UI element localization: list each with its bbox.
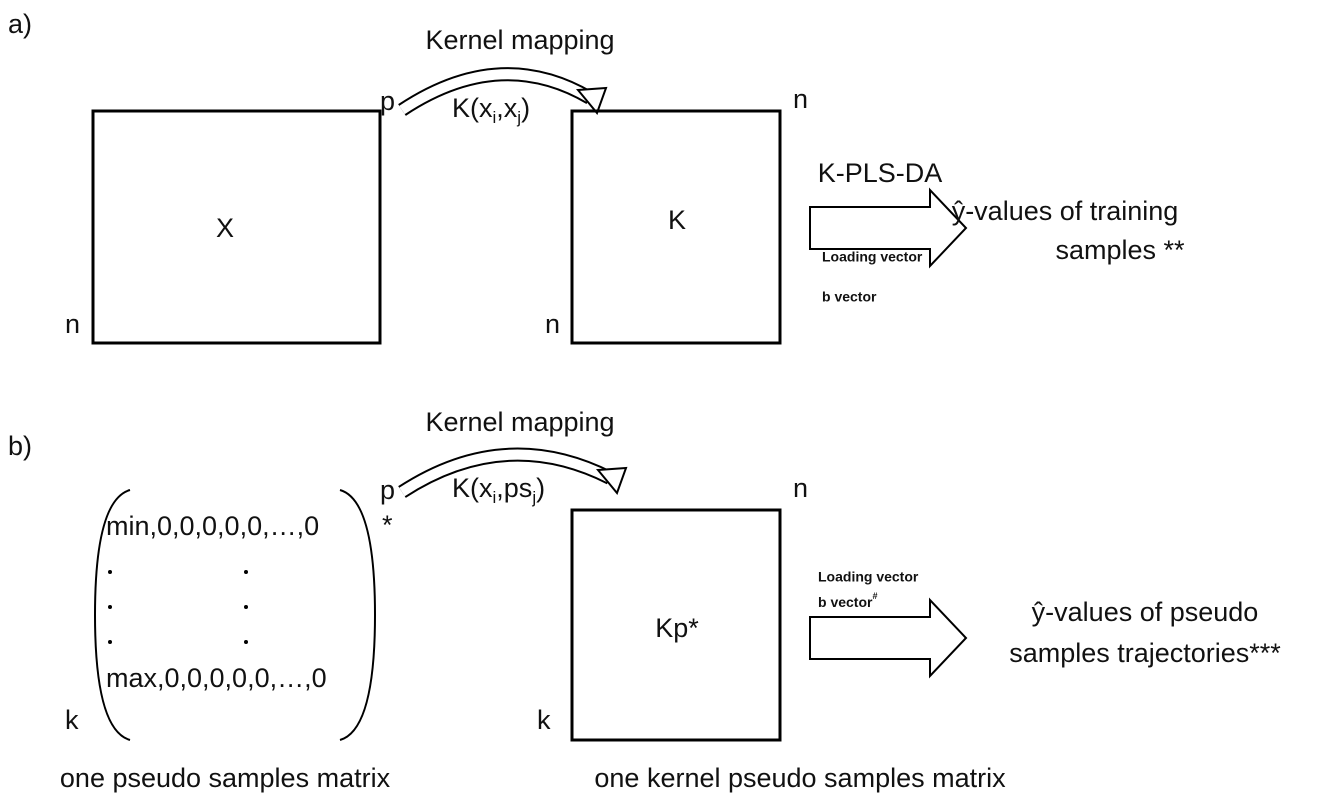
output: samples ** — [1055, 235, 1185, 265]
matrix-name: X — [216, 213, 234, 243]
panel-label: b) — [8, 431, 32, 461]
block-arrow — [809, 187, 968, 269]
dim-label: n — [793, 473, 808, 503]
block-arrow — [809, 597, 968, 679]
note: Loading vector — [822, 249, 923, 265]
matrix-row: max,0,0,0,0,0,…,0 — [106, 663, 327, 693]
caption: one kernel pseudo samples matrix — [594, 763, 1006, 793]
formula: K(xi,xj) — [452, 93, 530, 127]
output: ŷ-values of pseudo — [1032, 597, 1259, 627]
ellipsis-dots — [108, 570, 248, 644]
star: * — [382, 510, 393, 540]
matrix-box — [570, 508, 782, 742]
curved-arrow — [398, 447, 628, 498]
matrix-row: min,0,0,0,0,0,…,0 — [106, 511, 319, 541]
mapping-title: Kernel mapping — [425, 407, 614, 437]
dim-label: n — [65, 309, 80, 339]
bracket — [339, 489, 377, 741]
matrix-name: Kp* — [655, 613, 699, 643]
matrix-box — [91, 109, 382, 345]
method: K-PLS-DA — [818, 158, 943, 188]
dim-label: k — [65, 705, 79, 735]
output: ŷ-values of training — [952, 196, 1179, 226]
dim-label: p — [380, 475, 395, 505]
dim-label: k — [537, 705, 551, 735]
dim-label: n — [545, 309, 560, 339]
note: b vector — [822, 289, 877, 305]
bracket — [93, 489, 131, 741]
dim-label: p — [380, 86, 395, 116]
note: Loading vector — [818, 569, 919, 585]
dim-label: n — [793, 84, 808, 114]
matrix-box — [570, 109, 782, 345]
formula: K(xi,psj) — [452, 473, 545, 507]
mapping-title: Kernel mapping — [425, 25, 614, 55]
caption: one pseudo samples matrix — [60, 763, 391, 793]
curved-arrow — [398, 67, 608, 116]
matrix-name: K — [668, 205, 686, 235]
note: b vector# — [818, 591, 877, 609]
panel-label: a) — [8, 9, 32, 39]
output: samples trajectories*** — [1009, 638, 1281, 668]
